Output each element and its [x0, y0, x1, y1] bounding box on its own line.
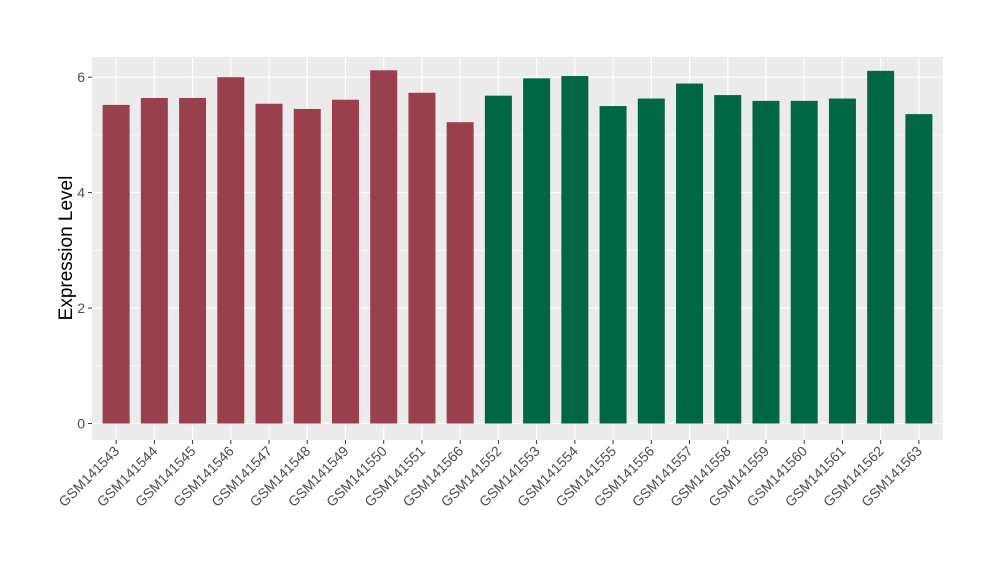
bar-GSM141557: [676, 83, 704, 424]
bar-GSM141548: [293, 108, 321, 424]
x-axis: GSM141543GSM141544GSM141545GSM141546GSM1…: [55, 440, 925, 510]
bars: [102, 70, 933, 424]
y-tick-label: 2: [77, 300, 85, 316]
bar-GSM141558: [714, 95, 742, 424]
bar-GSM141554: [561, 76, 589, 424]
y-tick-label: 6: [77, 69, 85, 85]
y-axis: 0 2 4 6: [77, 69, 92, 432]
y-tick-label: 4: [77, 185, 85, 201]
bar-GSM141553: [523, 78, 551, 424]
bar-GSM141550: [370, 70, 398, 424]
bar-GSM141559: [752, 100, 780, 424]
bar-GSM141560: [790, 100, 818, 424]
bar-GSM141552: [484, 95, 512, 424]
bar-GSM141556: [637, 98, 665, 424]
bar-GSM141547: [255, 103, 283, 424]
y-tick-label: 0: [77, 416, 85, 432]
bar-GSM141566: [446, 122, 474, 424]
bar-GSM141549: [331, 99, 359, 424]
bar-GSM141561: [828, 98, 856, 424]
bar-GSM141563: [905, 114, 933, 424]
bar-GSM141551: [408, 92, 436, 424]
bar-GSM141544: [140, 97, 168, 424]
y-axis-title: Expression Level: [56, 176, 77, 321]
bar-GSM141545: [179, 97, 207, 424]
bar-GSM141543: [102, 104, 130, 424]
bar-GSM141546: [217, 77, 245, 424]
bar-GSM141562: [867, 70, 895, 424]
bar-GSM141555: [599, 106, 627, 424]
